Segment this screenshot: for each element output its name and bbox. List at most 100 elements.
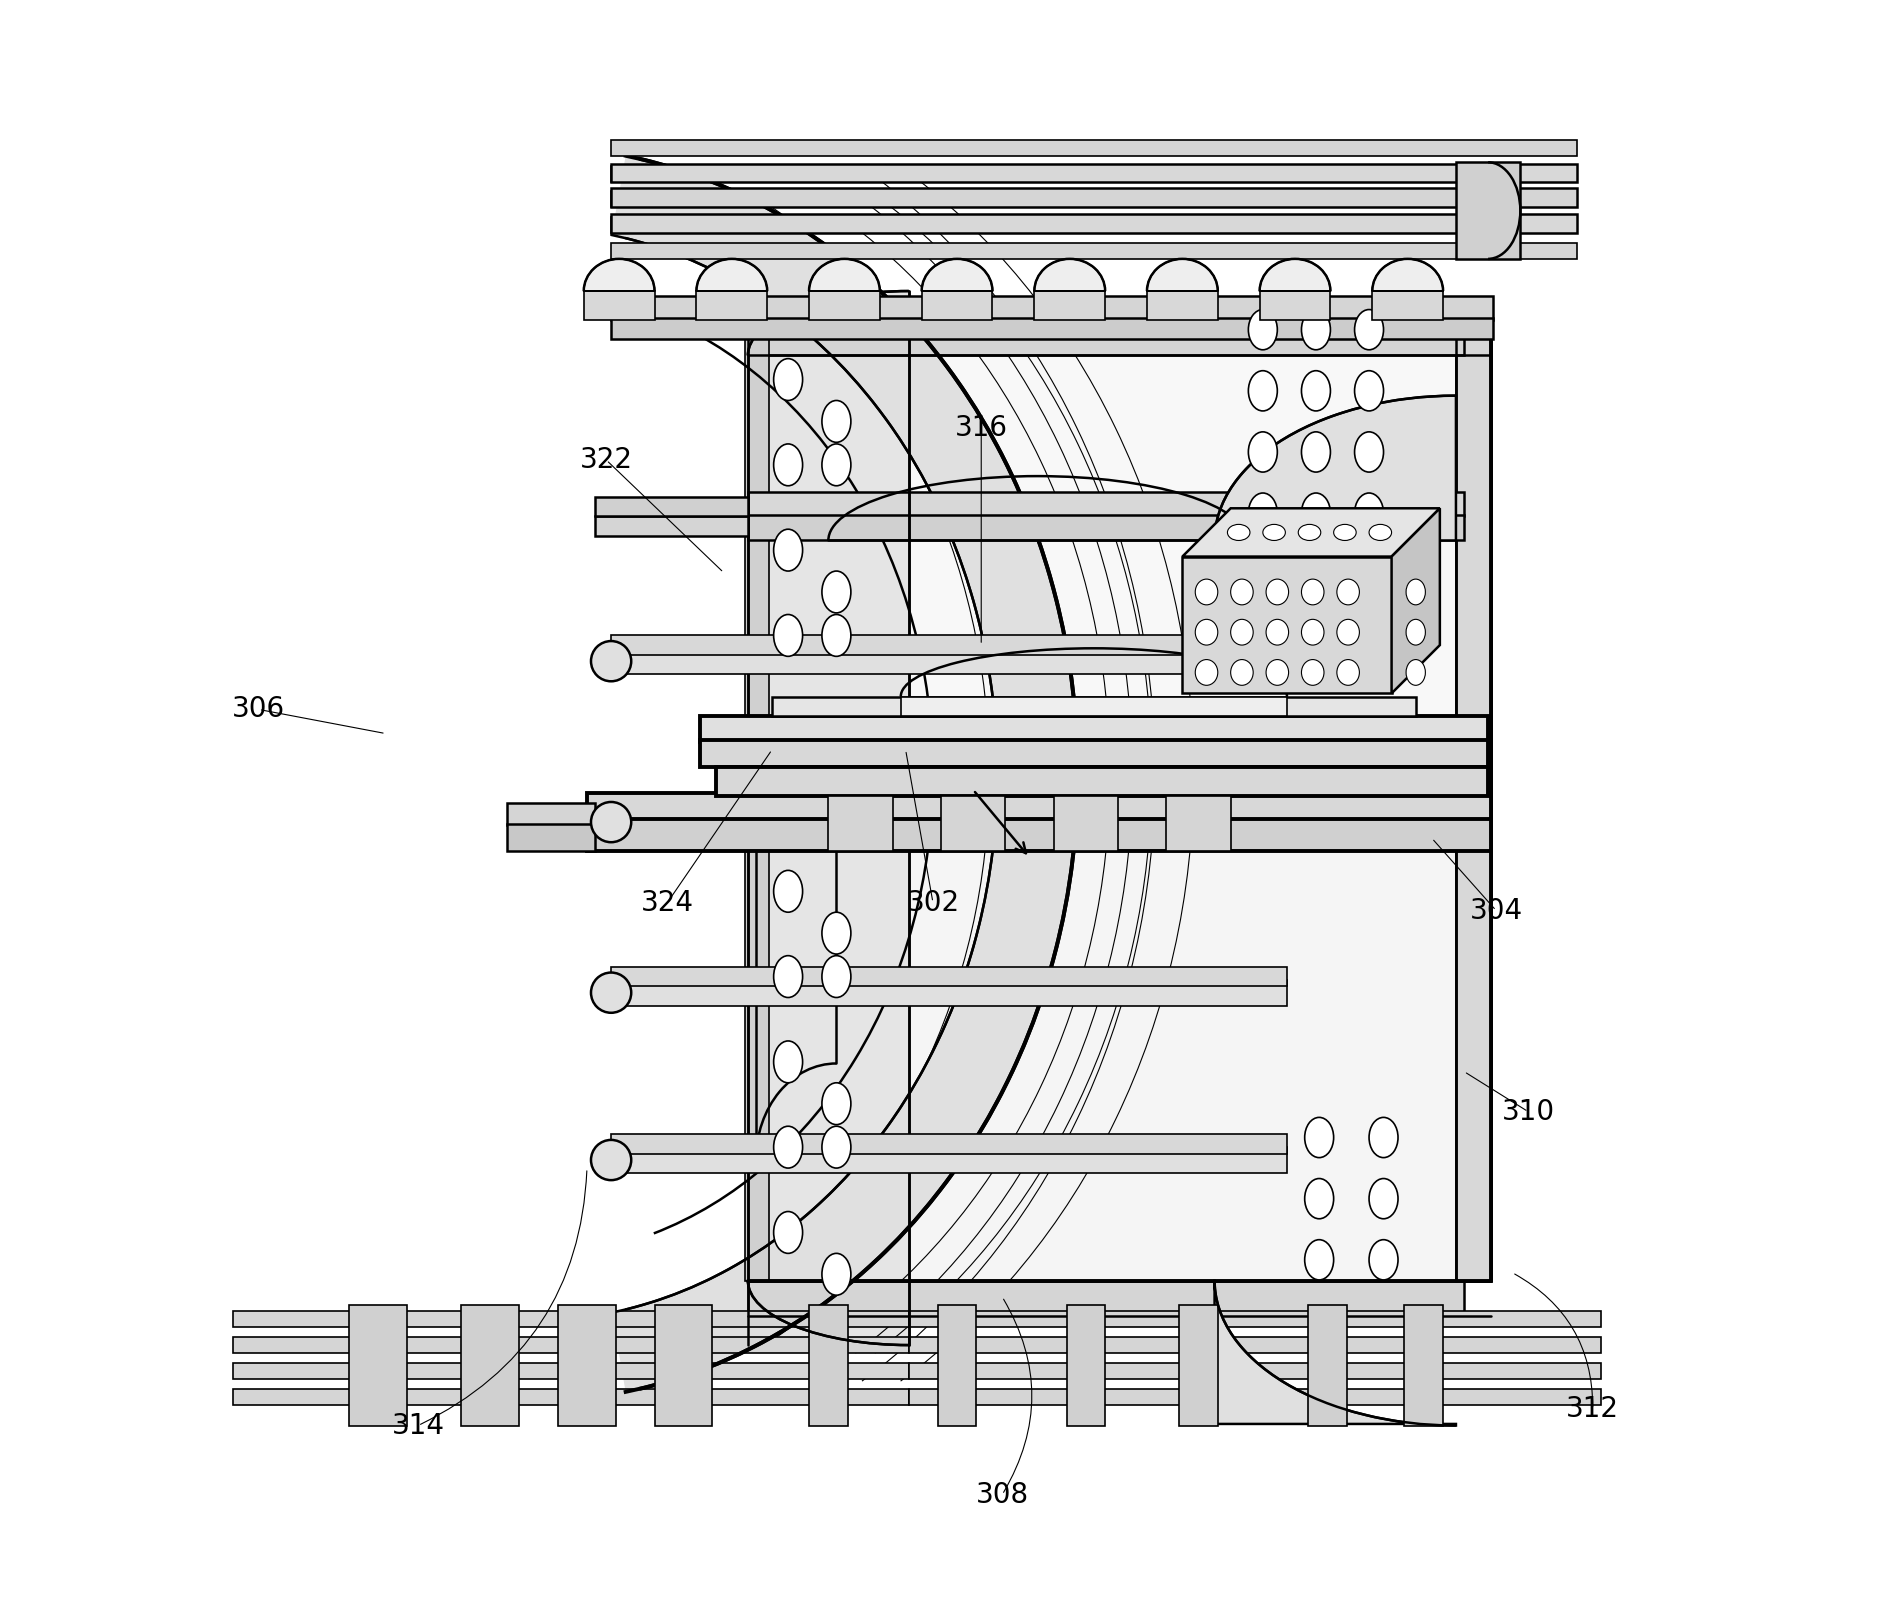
Polygon shape xyxy=(809,260,881,292)
Ellipse shape xyxy=(1355,310,1383,350)
Bar xyxy=(909,1336,1602,1352)
Ellipse shape xyxy=(1302,619,1325,645)
Text: 312: 312 xyxy=(1566,1396,1619,1423)
Polygon shape xyxy=(1214,1280,1457,1425)
Bar xyxy=(583,292,655,321)
Ellipse shape xyxy=(1231,619,1253,645)
Bar xyxy=(715,767,1489,796)
Ellipse shape xyxy=(1231,659,1253,685)
Ellipse shape xyxy=(1195,619,1218,645)
Ellipse shape xyxy=(1267,659,1289,685)
Bar xyxy=(747,1280,1464,1315)
Text: 306: 306 xyxy=(231,695,286,724)
Ellipse shape xyxy=(1304,1240,1334,1280)
Bar xyxy=(612,1135,1287,1154)
Ellipse shape xyxy=(774,529,802,571)
Ellipse shape xyxy=(822,614,851,656)
Bar xyxy=(828,796,892,851)
Ellipse shape xyxy=(1267,619,1289,645)
Ellipse shape xyxy=(1304,1178,1334,1219)
Polygon shape xyxy=(1146,260,1218,292)
Bar xyxy=(233,1388,909,1404)
Bar xyxy=(612,796,1287,816)
Text: 324: 324 xyxy=(642,888,694,917)
Bar xyxy=(265,66,1634,1449)
Polygon shape xyxy=(1391,508,1440,693)
Bar xyxy=(700,740,1489,767)
Ellipse shape xyxy=(591,1140,630,1180)
Ellipse shape xyxy=(1248,371,1278,411)
Ellipse shape xyxy=(1304,1117,1334,1157)
Bar xyxy=(696,292,768,321)
Ellipse shape xyxy=(591,803,630,841)
Ellipse shape xyxy=(822,443,851,485)
Bar xyxy=(595,516,747,535)
Bar xyxy=(772,696,1415,716)
Ellipse shape xyxy=(1368,1117,1398,1157)
Bar xyxy=(1457,163,1521,260)
Ellipse shape xyxy=(1302,432,1331,472)
Ellipse shape xyxy=(822,1254,851,1294)
Ellipse shape xyxy=(1267,579,1289,604)
Bar xyxy=(745,324,770,1280)
Ellipse shape xyxy=(1406,579,1425,604)
Ellipse shape xyxy=(1248,432,1278,472)
Bar xyxy=(1054,796,1118,851)
Text: 302: 302 xyxy=(907,888,960,917)
Ellipse shape xyxy=(1368,1178,1398,1219)
Bar xyxy=(612,967,1287,987)
Text: 310: 310 xyxy=(1502,1098,1555,1125)
Ellipse shape xyxy=(591,972,630,1012)
Ellipse shape xyxy=(1406,619,1425,645)
Bar xyxy=(937,1304,977,1425)
Polygon shape xyxy=(1259,260,1331,292)
Ellipse shape xyxy=(774,700,802,742)
Bar xyxy=(747,324,1464,1280)
Ellipse shape xyxy=(1355,493,1383,534)
Bar xyxy=(747,492,1464,516)
Bar xyxy=(1035,292,1105,321)
Polygon shape xyxy=(1182,508,1440,556)
Bar xyxy=(612,243,1577,260)
Bar xyxy=(901,696,1287,716)
Bar xyxy=(612,648,1287,674)
Bar xyxy=(557,1304,615,1425)
Ellipse shape xyxy=(774,443,802,485)
Bar xyxy=(1167,796,1231,851)
Bar xyxy=(506,803,595,825)
Bar xyxy=(1372,292,1443,321)
Ellipse shape xyxy=(1355,432,1383,472)
Bar xyxy=(612,218,1577,234)
Ellipse shape xyxy=(774,1212,802,1254)
Bar xyxy=(809,292,881,321)
Ellipse shape xyxy=(1302,579,1325,604)
Text: 316: 316 xyxy=(954,414,1007,442)
Bar xyxy=(1067,1304,1105,1425)
Ellipse shape xyxy=(1227,524,1250,540)
Bar xyxy=(233,1362,909,1378)
Text: 314: 314 xyxy=(391,1412,444,1440)
Bar xyxy=(233,1336,909,1352)
Ellipse shape xyxy=(1302,371,1331,411)
Polygon shape xyxy=(583,260,655,292)
Bar xyxy=(909,1362,1602,1378)
Ellipse shape xyxy=(1299,524,1321,540)
Polygon shape xyxy=(1372,260,1443,292)
Bar xyxy=(909,1311,1602,1327)
Bar xyxy=(700,716,1489,742)
Ellipse shape xyxy=(1336,619,1359,645)
Text: 322: 322 xyxy=(580,447,632,474)
Polygon shape xyxy=(747,1280,909,1344)
Ellipse shape xyxy=(822,1083,851,1125)
Ellipse shape xyxy=(1302,659,1325,685)
Ellipse shape xyxy=(774,358,802,400)
Ellipse shape xyxy=(822,571,851,613)
Polygon shape xyxy=(612,156,1078,1391)
Ellipse shape xyxy=(1368,1240,1398,1280)
Bar xyxy=(612,192,1577,208)
Bar xyxy=(1457,324,1491,1280)
Ellipse shape xyxy=(1406,659,1425,685)
Bar xyxy=(1404,1304,1443,1425)
Ellipse shape xyxy=(1368,524,1391,540)
Text: 308: 308 xyxy=(975,1481,1029,1509)
